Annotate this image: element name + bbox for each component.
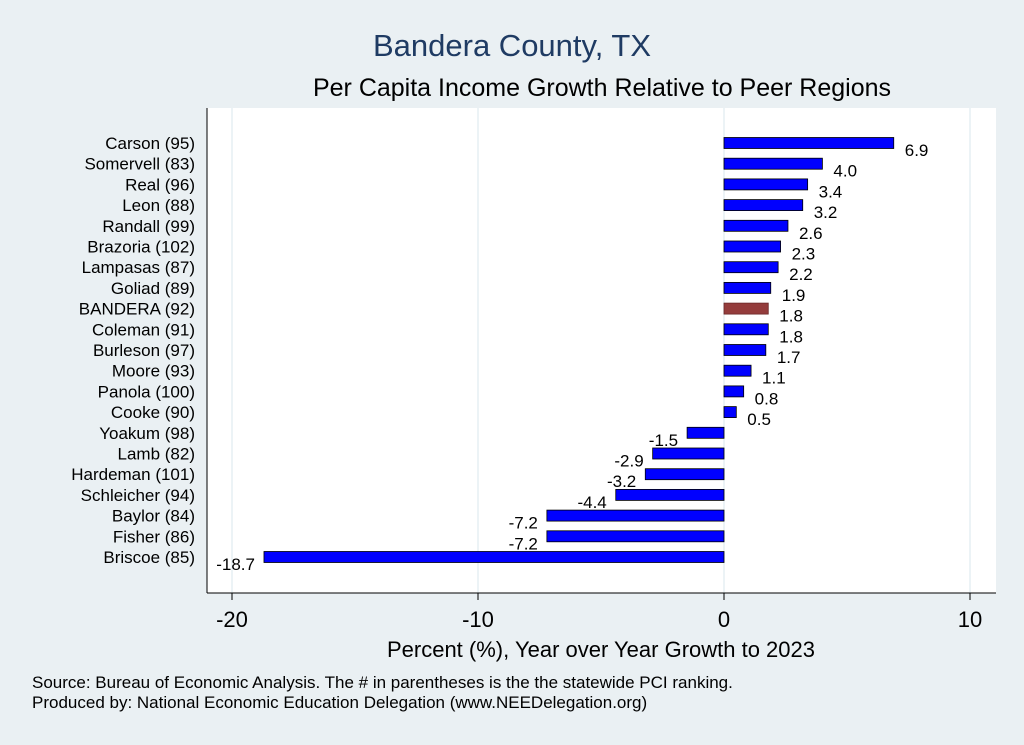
bar: [723, 385, 745, 398]
category-label: Cooke (90): [111, 403, 195, 422]
bar: [723, 323, 769, 336]
producer-note: Produced by: National Economic Education…: [32, 693, 648, 712]
category-label: Fisher (86): [113, 527, 195, 546]
category-label: Yoakum (98): [99, 424, 195, 443]
category-label: Schleicher (94): [81, 486, 195, 505]
category-label: Burleson (97): [93, 341, 195, 360]
x-tick-label: 10: [958, 607, 982, 632]
data-label: 0.5: [747, 410, 771, 429]
bar: [723, 199, 804, 212]
data-label: -3.2: [607, 472, 636, 491]
bar-chart: -20 -10 0 10 Percent (%), Year over Year Gro…: [71, 108, 996, 662]
chart-subtitle: Per Capita Income Growth Relative to Pee…: [312, 74, 892, 102]
bar: [652, 447, 725, 460]
bar: [263, 551, 725, 563]
data-label: 1.8: [779, 307, 803, 326]
category-label: Hardeman (101): [71, 465, 195, 484]
category-label: Brazoria (102): [87, 238, 195, 257]
bar: [546, 509, 725, 522]
bar: [644, 468, 725, 481]
x-tick-label: -10: [462, 607, 494, 632]
x-axis-title: Percent (%), Year over Year Growth to 20…: [387, 637, 815, 662]
category-label: BANDERA (92): [79, 300, 195, 319]
data-label: 1.7: [777, 348, 801, 367]
data-label: 1.8: [779, 327, 803, 346]
x-tick-label: 0: [718, 607, 730, 632]
bar: [723, 157, 823, 170]
category-label: Somervell (83): [84, 155, 195, 174]
bar: [723, 219, 789, 232]
category-label: Briscoe (85): [103, 548, 195, 567]
bar: [723, 302, 769, 315]
data-label: 0.8: [755, 389, 779, 408]
data-label: -7.2: [509, 514, 538, 533]
data-label: -4.4: [577, 493, 606, 512]
category-label: Carson (95): [105, 134, 195, 153]
data-label: 6.9: [905, 141, 929, 160]
bar: [615, 488, 725, 501]
bar: [723, 344, 767, 356]
bar: [723, 281, 772, 294]
category-label: Lampasas (87): [82, 258, 195, 277]
data-label: 1.9: [782, 286, 806, 305]
bar: [546, 530, 725, 543]
chart-title: Bandera County, TX: [372, 28, 652, 63]
source-note: Source: Bureau of Economic Analysis. The…: [32, 673, 733, 692]
bar: [723, 137, 895, 149]
category-label: Goliad (89): [111, 279, 195, 298]
bar: [686, 426, 725, 439]
category-label: Baylor (84): [112, 507, 195, 526]
data-label: 2.6: [799, 224, 823, 243]
data-label: 3.2: [814, 203, 838, 222]
data-label: 2.3: [792, 245, 816, 264]
data-label: 4.0: [833, 162, 857, 181]
category-label: Lamb (82): [118, 445, 195, 464]
data-label: -1.5: [649, 431, 678, 450]
category-label: Panola (100): [98, 382, 195, 401]
data-label: 3.4: [819, 182, 843, 201]
x-tick-label: -20: [216, 607, 248, 632]
category-label: Randall (99): [102, 217, 195, 236]
data-label: -2.9: [614, 452, 643, 471]
data-label: -18.7: [216, 555, 255, 574]
bar: [723, 406, 737, 419]
bar: [723, 240, 781, 253]
data-label: -7.2: [509, 534, 538, 553]
category-label: Coleman (91): [92, 320, 195, 339]
data-label: 1.1: [762, 369, 786, 388]
category-label: Moore (93): [112, 362, 195, 381]
bar: [723, 364, 752, 377]
category-label: Leon (88): [122, 196, 195, 215]
category-label: Real (96): [125, 175, 195, 194]
data-label: 2.2: [789, 265, 813, 284]
bar: [723, 261, 779, 274]
bar: [723, 178, 809, 191]
